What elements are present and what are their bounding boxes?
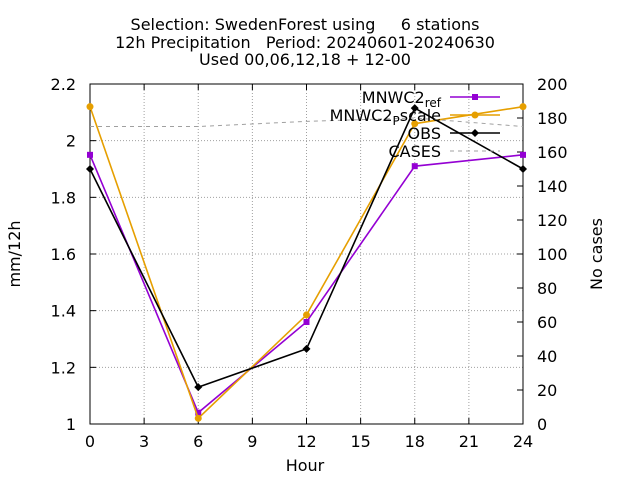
y-tick-label: 1.6 — [51, 245, 76, 264]
y2-tick-label: 0 — [537, 415, 547, 434]
chart-title-line-2: 12h Precipitation Period: 20240601-20240… — [115, 33, 495, 52]
y-tick-label: 1 — [66, 415, 76, 434]
y-axis-label: mm/12h — [5, 220, 24, 287]
y-tick-label: 2.2 — [51, 75, 76, 94]
plot-area — [86, 103, 527, 422]
x-tick-label: 0 — [85, 432, 95, 451]
legend-marker-obs — [471, 129, 479, 137]
point-mnwc2-pscale — [86, 103, 94, 111]
x-tick-label: 24 — [513, 432, 533, 451]
legend-label-cases: CASES — [388, 142, 441, 161]
legend-label-mnwc2-pscale: MNWC2Pscale — [330, 106, 441, 128]
point-obs — [410, 104, 419, 113]
y2-tick-label: 120 — [537, 211, 568, 230]
point-mnwc2-pscale — [519, 103, 527, 111]
point-obs — [194, 383, 203, 392]
x-tick-label: 21 — [459, 432, 479, 451]
point-obs — [86, 165, 94, 173]
point-mnwc2-pscale — [411, 120, 419, 128]
point-obs — [519, 165, 527, 173]
x-tick-label: 12 — [296, 432, 316, 451]
x-tick-label: 15 — [350, 432, 370, 451]
y2-tick-label: 180 — [537, 109, 568, 128]
chart-title-line-1: Selection: SwedenForest using 6 stations — [131, 15, 480, 34]
y2-tick-label: 200 — [537, 75, 568, 94]
point-mnwc2-ref — [195, 409, 202, 416]
point-mnwc2-pscale — [303, 311, 310, 319]
y-tick-label: 2 — [66, 132, 76, 151]
point-mnwc2-ref — [520, 151, 526, 158]
point-obs — [302, 344, 311, 353]
legend-label-mnwc2-ref: MNWC2ref — [362, 88, 442, 110]
y2-tick-label: 20 — [537, 381, 557, 400]
x-tick-label: 18 — [405, 432, 425, 451]
axes: 0 3 6 9 12 15 18 21 24 1 1.2 1.4 1.6 1.8 2 2.2 0 20 40 60 80… — [51, 75, 568, 451]
y2-tick-label: 100 — [537, 245, 568, 264]
y-tick-label: 1.8 — [51, 188, 76, 207]
series-line-mnwc2-ref — [89, 154, 524, 414]
y2-tick-label: 60 — [537, 313, 557, 332]
legend-marker-mnwc2-ref — [472, 94, 478, 100]
y-tick-label: 1.2 — [51, 358, 76, 377]
point-mnwc2-ref — [87, 151, 93, 158]
y2-axis-label: No cases — [587, 218, 606, 290]
point-mnwc2-ref — [411, 163, 418, 170]
x-tick-label: 9 — [247, 432, 257, 451]
y2-tick-label: 80 — [537, 279, 557, 298]
legend-marker-mnwc2-pscale — [471, 111, 479, 119]
point-mnwc2-pscale — [194, 414, 202, 422]
grid — [90, 84, 523, 424]
chart-title-line-3: Used 00,06,12,18 + 12-00 — [199, 50, 411, 69]
point-mnwc2-ref — [303, 319, 310, 325]
legend-label-obs: OBS — [408, 124, 441, 143]
y2-tick-label: 140 — [537, 177, 568, 196]
series-line-cases — [90, 117, 524, 127]
x-tick-label: 3 — [139, 432, 149, 451]
y2-tick-label: 40 — [537, 347, 557, 366]
x-axis-label: Hour — [286, 456, 325, 475]
x-tick-label: 6 — [193, 432, 203, 451]
y2-tick-label: 160 — [537, 143, 568, 162]
y-tick-label: 1.4 — [51, 302, 76, 321]
